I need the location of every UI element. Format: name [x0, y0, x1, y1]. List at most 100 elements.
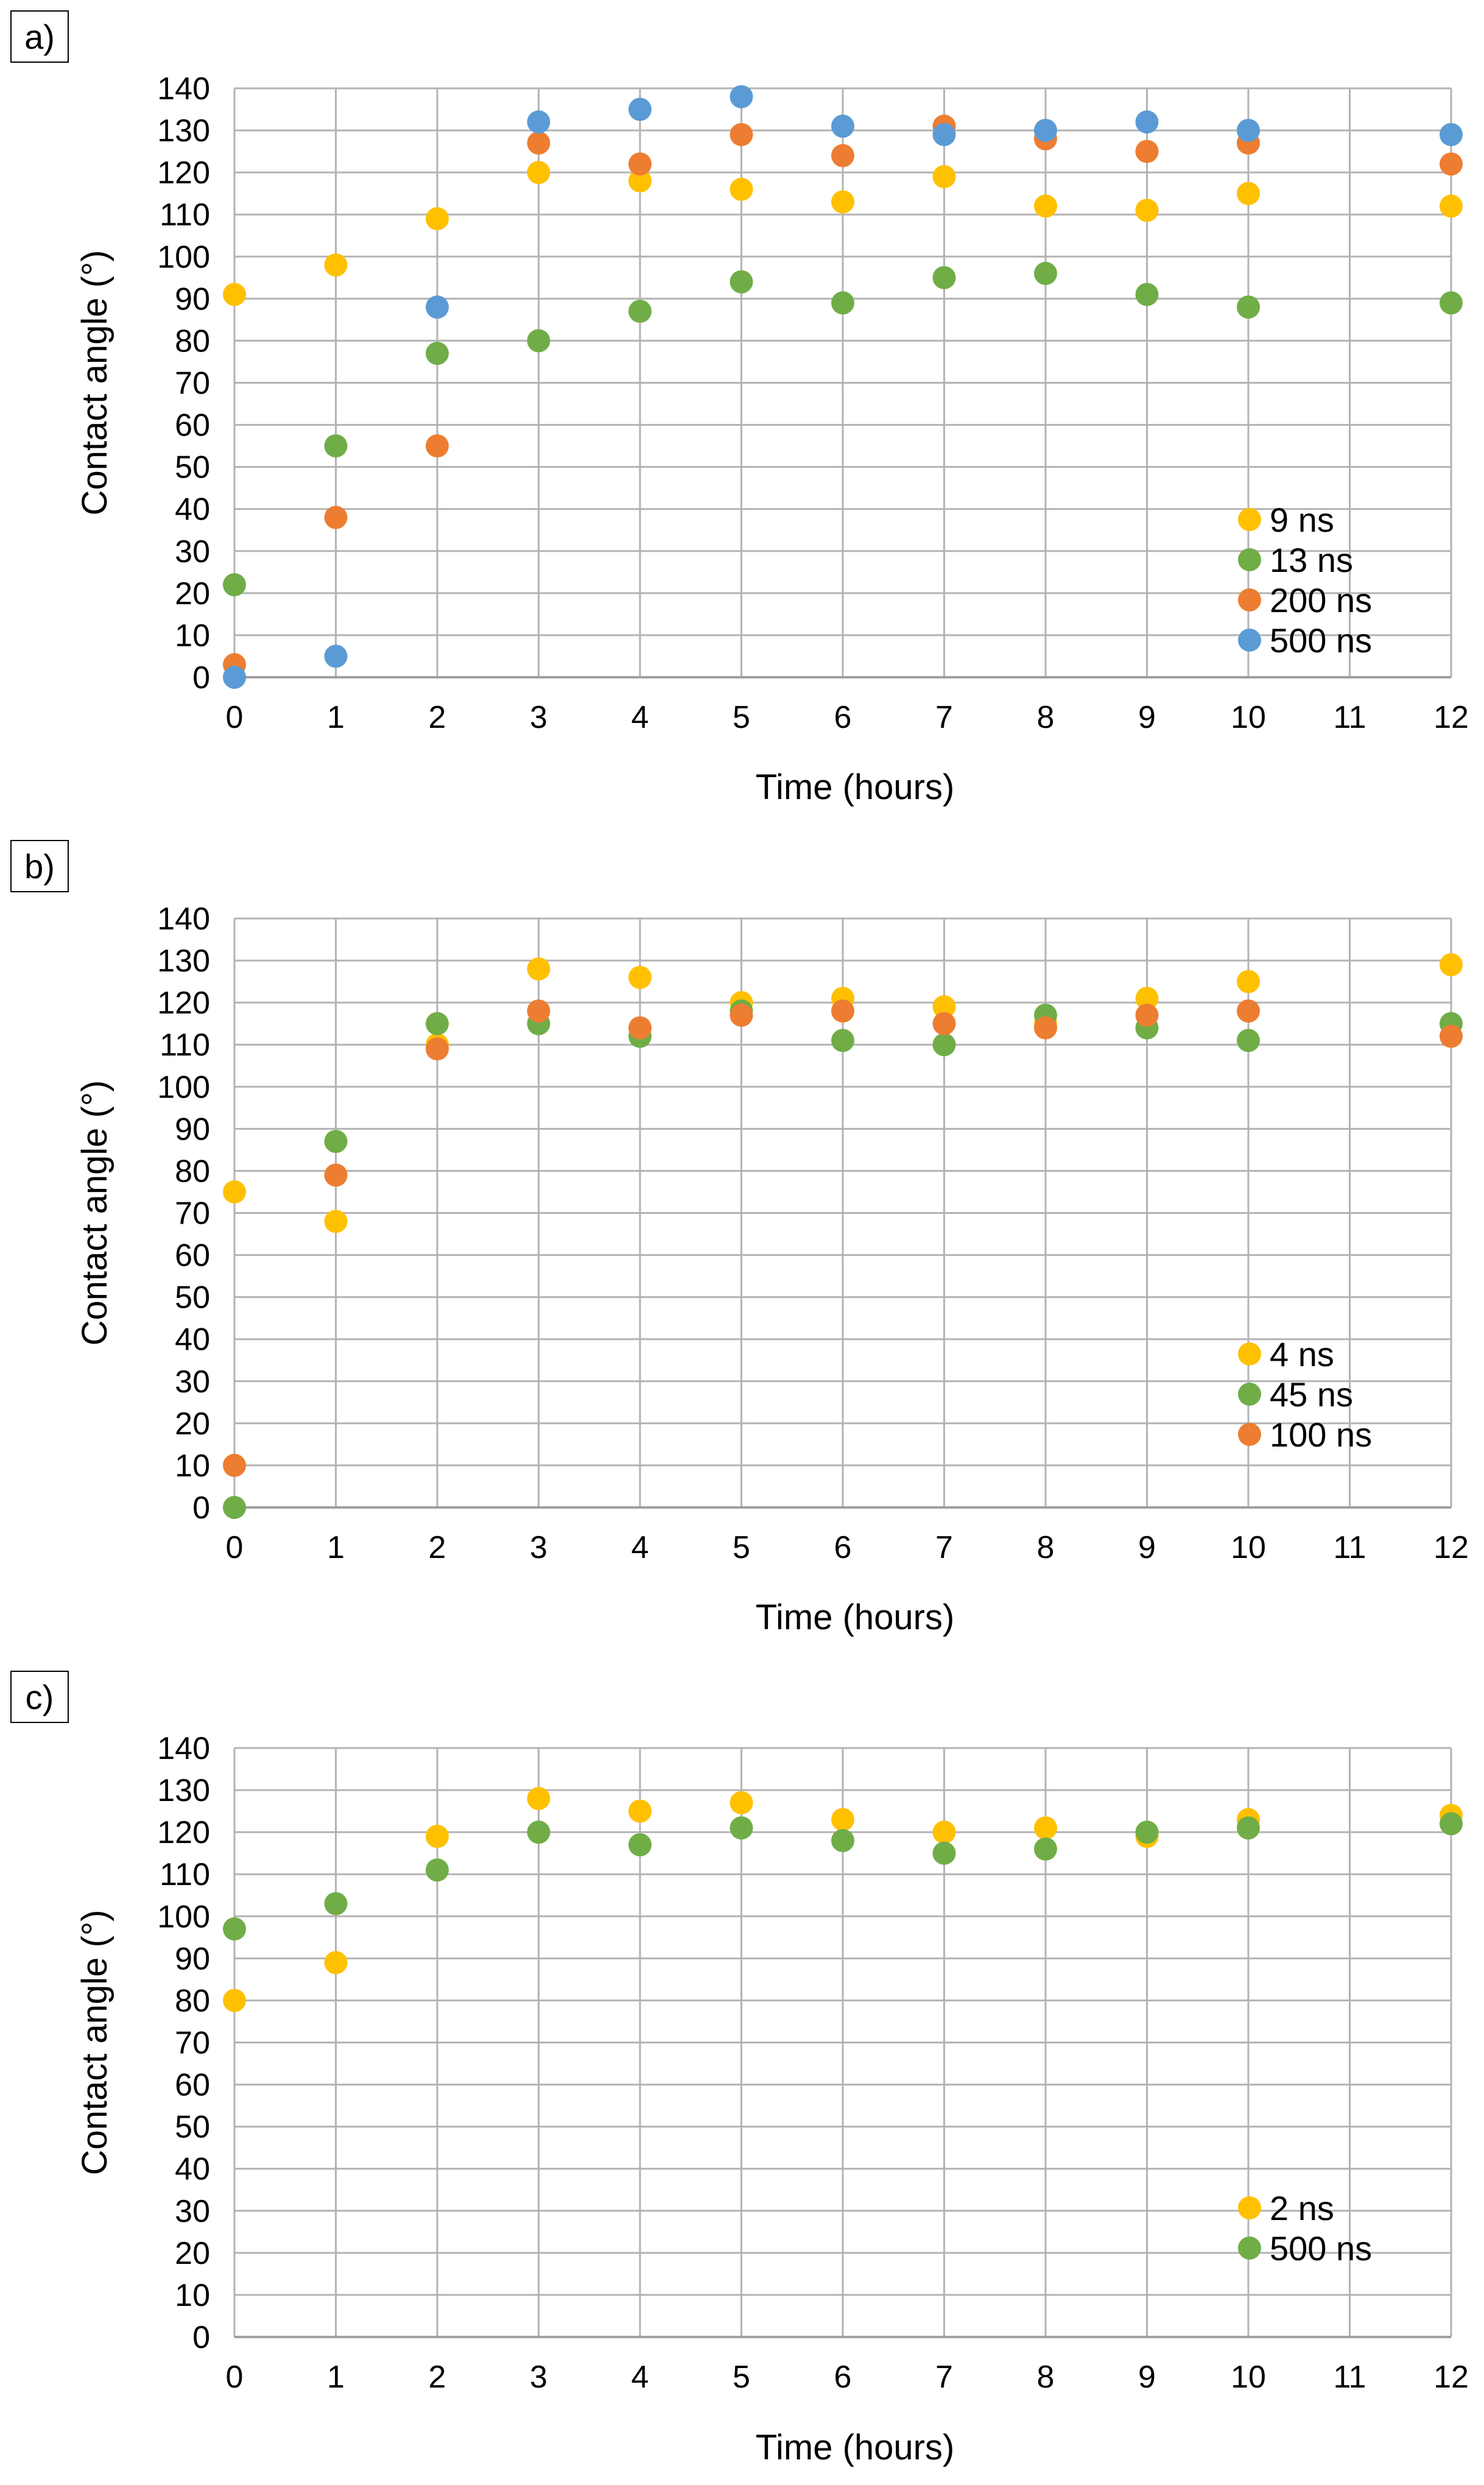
y-tick-label: 40: [175, 2152, 210, 2187]
y-tick-label: 120: [157, 155, 210, 191]
data-point: [1135, 139, 1159, 163]
y-tick-label: 90: [175, 281, 210, 317]
x-tick-label: 2: [429, 700, 446, 735]
data-point: [1440, 1024, 1463, 1048]
data-point: [223, 573, 246, 597]
y-tick-label: 70: [175, 366, 210, 401]
y-tick-label: 100: [157, 239, 210, 275]
panel-label-box: [10, 1671, 69, 1723]
data-point: [628, 1799, 652, 1823]
series-500-ns: [223, 1812, 1463, 1941]
data-point: [527, 161, 550, 185]
data-point: [628, 965, 652, 989]
series-100-ns: [223, 999, 1463, 1477]
y-tick-label: 50: [175, 2110, 210, 2145]
panel-label-box: [10, 10, 69, 63]
y-tick-label: 50: [175, 450, 210, 485]
x-tick-label: 0: [226, 700, 244, 735]
legend-marker: [1238, 508, 1261, 531]
legend-label: 500 ns: [1270, 621, 1372, 660]
x-tick-label: 1: [327, 700, 345, 735]
data-point: [426, 295, 449, 319]
y-tick-label: 90: [175, 1112, 210, 1147]
x-tick-label: 10: [1231, 1530, 1266, 1565]
legend-marker: [1238, 629, 1261, 652]
legend-label: 200 ns: [1270, 581, 1372, 619]
data-point: [1034, 1837, 1057, 1861]
data-point: [932, 165, 956, 189]
series-13-ns: [223, 261, 1463, 597]
y-tick-label: 10: [175, 2278, 210, 2313]
legend-marker: [1238, 2236, 1261, 2260]
y-tick-label: 140: [157, 71, 210, 107]
panel-label: b): [24, 847, 55, 886]
data-point: [730, 1003, 753, 1027]
data-point: [1440, 194, 1463, 218]
data-point: [628, 169, 652, 192]
data-point: [831, 190, 854, 214]
data-point: [324, 506, 348, 529]
y-tick-label: 120: [157, 985, 210, 1021]
data-point: [932, 1821, 956, 1844]
data-point: [324, 1130, 348, 1154]
y-tick-label: 100: [157, 1070, 210, 1105]
data-point: [223, 1917, 246, 1941]
data-point: [1135, 1821, 1159, 1844]
data-point: [324, 1163, 348, 1187]
y-tick-label: 20: [175, 1406, 210, 1442]
data-point: [527, 131, 550, 155]
y-tick-label: 60: [175, 1238, 210, 1274]
data-point: [223, 1496, 246, 1519]
data-point: [1034, 1016, 1057, 1040]
data-point: [1034, 119, 1057, 143]
legend-marker: [1238, 1383, 1261, 1406]
data-point: [831, 1029, 854, 1052]
x-tick-label: 8: [1037, 700, 1055, 735]
data-point: [1135, 110, 1159, 134]
data-point: [628, 300, 652, 323]
data-point: [932, 1012, 956, 1035]
legend-label: 4 ns: [1270, 1335, 1334, 1373]
data-point: [324, 1951, 348, 1975]
y-tick-label: 140: [157, 901, 210, 937]
data-point: [426, 342, 449, 365]
legend-marker: [1238, 1342, 1261, 1366]
data-point: [426, 1858, 449, 1882]
x-tick-label: 6: [834, 1530, 852, 1565]
x-tick-label: 6: [834, 700, 852, 735]
x-tick-label: 12: [1433, 1530, 1469, 1565]
x-tick-label: 4: [631, 2360, 649, 2395]
data-point: [426, 1037, 449, 1061]
x-tick-label: 0: [226, 1530, 244, 1565]
data-point: [831, 144, 854, 167]
data-point: [831, 1828, 854, 1852]
data-point: [831, 291, 854, 315]
x-tick-label: 11: [1334, 2360, 1366, 2395]
y-axis-title: Contact angle (°): [75, 250, 114, 516]
y-tick-label: 30: [175, 2194, 210, 2229]
x-tick-label: 4: [631, 700, 649, 735]
series-9-ns: [223, 161, 1463, 306]
data-point: [1135, 283, 1159, 306]
data-point: [628, 97, 652, 121]
legend-marker: [1238, 2196, 1261, 2219]
x-tick-label: 3: [530, 1530, 547, 1565]
y-tick-label: 130: [157, 113, 210, 149]
x-tick-label: 9: [1138, 700, 1156, 735]
data-point: [324, 1210, 348, 1233]
x-tick-label: 7: [935, 700, 953, 735]
data-point: [730, 270, 753, 294]
data-point: [932, 1841, 956, 1865]
x-tick-label: 8: [1037, 2360, 1055, 2395]
y-tick-label: 0: [192, 660, 210, 696]
y-tick-label: 130: [157, 943, 210, 979]
data-point: [1237, 1029, 1260, 1052]
data-point: [1034, 261, 1057, 285]
data-point: [1034, 194, 1057, 218]
data-point: [324, 253, 348, 277]
x-tick-label: 2: [429, 1530, 446, 1565]
y-tick-label: 10: [175, 1448, 210, 1484]
y-tick-label: 50: [175, 1280, 210, 1316]
